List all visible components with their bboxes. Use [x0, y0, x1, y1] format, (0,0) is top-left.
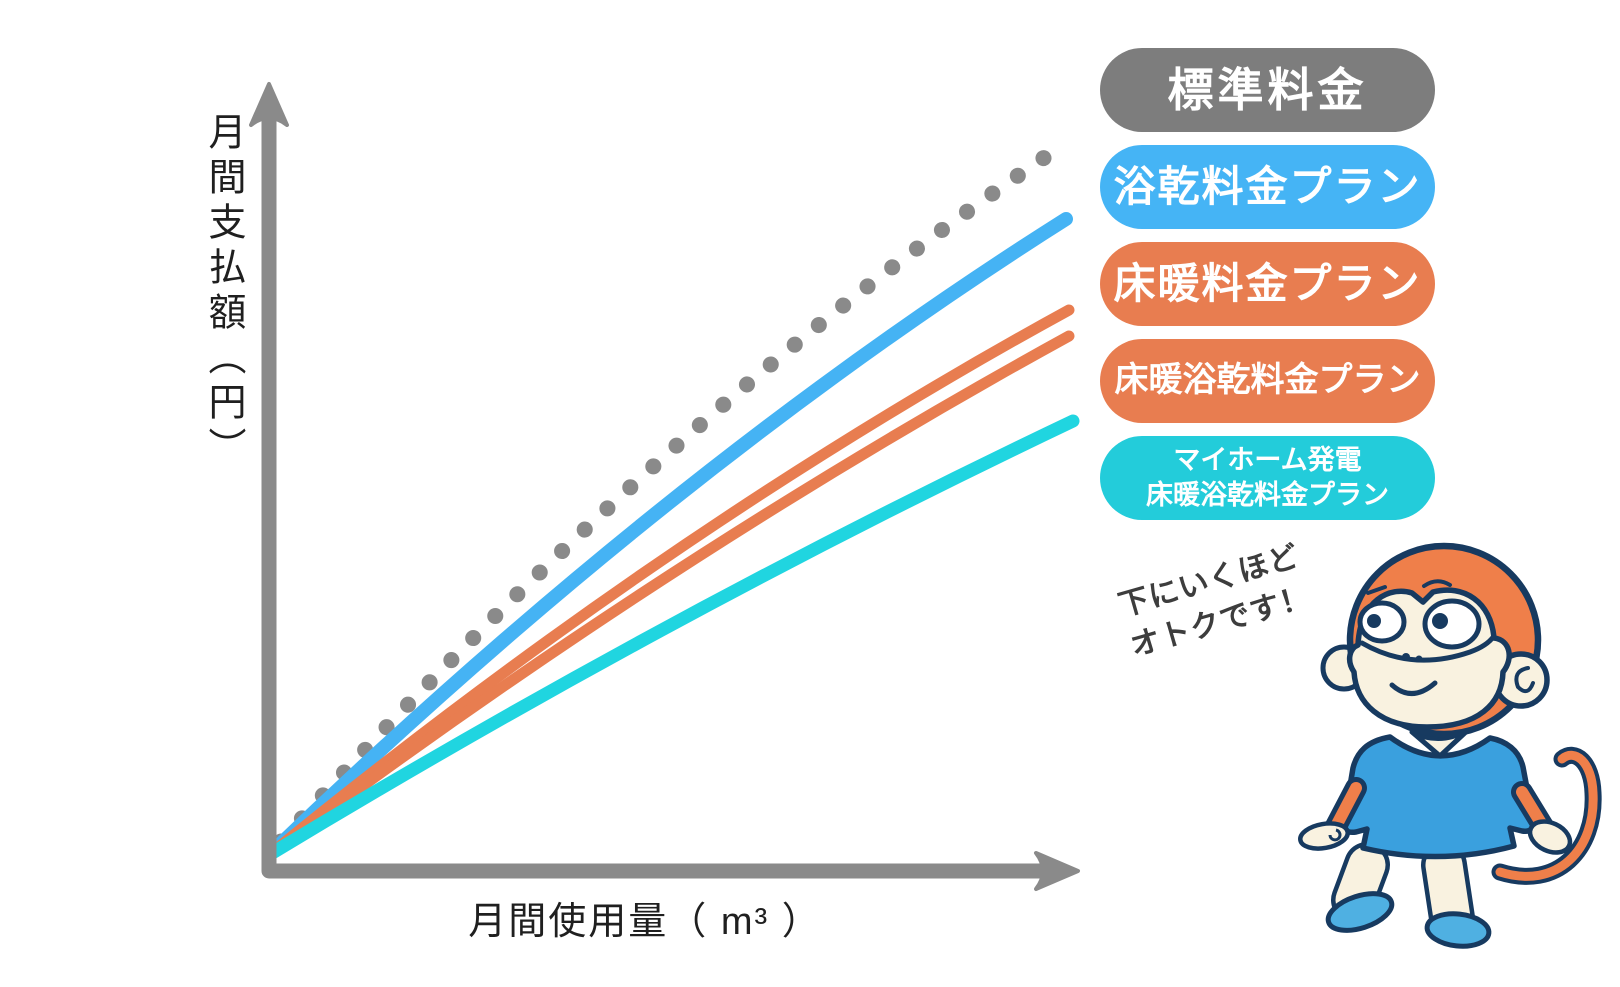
legend-badge-bath-dry-label: 浴乾料金プラン — [1113, 162, 1422, 210]
monkey-right-ear-inner — [1514, 666, 1535, 694]
y-axis-arrowhead — [249, 82, 289, 127]
legend-badge-bath-dry: 浴乾料金プラン — [1100, 145, 1435, 229]
monkey-left-hand-line — [1328, 828, 1342, 842]
monkey-left-pupil — [1367, 614, 1381, 628]
monkey-right-foot — [1424, 911, 1492, 949]
monkey-mascot-illustration — [1298, 542, 1602, 949]
series-line-floor-heat — [263, 304, 1075, 861]
axes — [261, 107, 1052, 879]
monkey-left-eyebrow — [1366, 585, 1387, 595]
monkey-left-foot — [1325, 891, 1395, 933]
legend-badge-floor-heat: 床暖料金プラン — [1100, 242, 1435, 326]
legend-badge-myhome-power-label-line2: 床暖浴乾料金プラン — [1146, 480, 1389, 510]
monkey-right-pupil — [1432, 613, 1448, 629]
legend: 標準料金 浴乾料金プラン 床暖料金プラン 床暖浴乾料金プラン マイホーム発電 床… — [1100, 48, 1435, 533]
legend-badge-myhome-power-label-line1: マイホーム発電 — [1173, 444, 1362, 475]
x-axis-label: 月間使用量（ m³ ） — [468, 901, 822, 943]
legend-badge-floor-heat-bath-dry: 床暖浴乾料金プラン — [1100, 339, 1435, 423]
y-axis-label: 月間支払額（円） — [202, 112, 244, 472]
series-line-bath-dry — [262, 212, 1073, 862]
monkey-nostril-left — [1402, 653, 1410, 661]
monkey-right-eyebrow — [1422, 579, 1452, 588]
monkey-left-eye — [1357, 600, 1407, 644]
legend-badge-floor-heat-bath-dry-label: 床暖浴乾料金プラン — [1114, 361, 1421, 400]
legend-badge-myhome-power: マイホーム発電 床暖浴乾料金プラン — [1100, 436, 1435, 520]
legend-badge-floor-heat-label: 床暖料金プラン — [1113, 259, 1422, 307]
legend-badge-standard: 標準料金 — [1100, 48, 1435, 132]
monkey-nostril-right — [1415, 655, 1423, 663]
x-axis-arrowhead — [1034, 851, 1080, 891]
series-line-floor-heat-bath-dry — [263, 330, 1075, 861]
series-line-myhome-power — [262, 414, 1080, 862]
monkey-muzzle-line — [1359, 633, 1497, 663]
monkey-smile — [1389, 680, 1438, 696]
series-line-standard — [261, 137, 1071, 863]
monkey-left-hand — [1298, 821, 1350, 851]
monkey-right-hand — [1527, 819, 1573, 855]
monkey-right-leg — [1425, 846, 1471, 937]
monkey-tail — [1495, 750, 1598, 881]
legend-badge-standard-label: 標準料金 — [1167, 63, 1368, 116]
monkey-right-eye — [1422, 598, 1482, 650]
